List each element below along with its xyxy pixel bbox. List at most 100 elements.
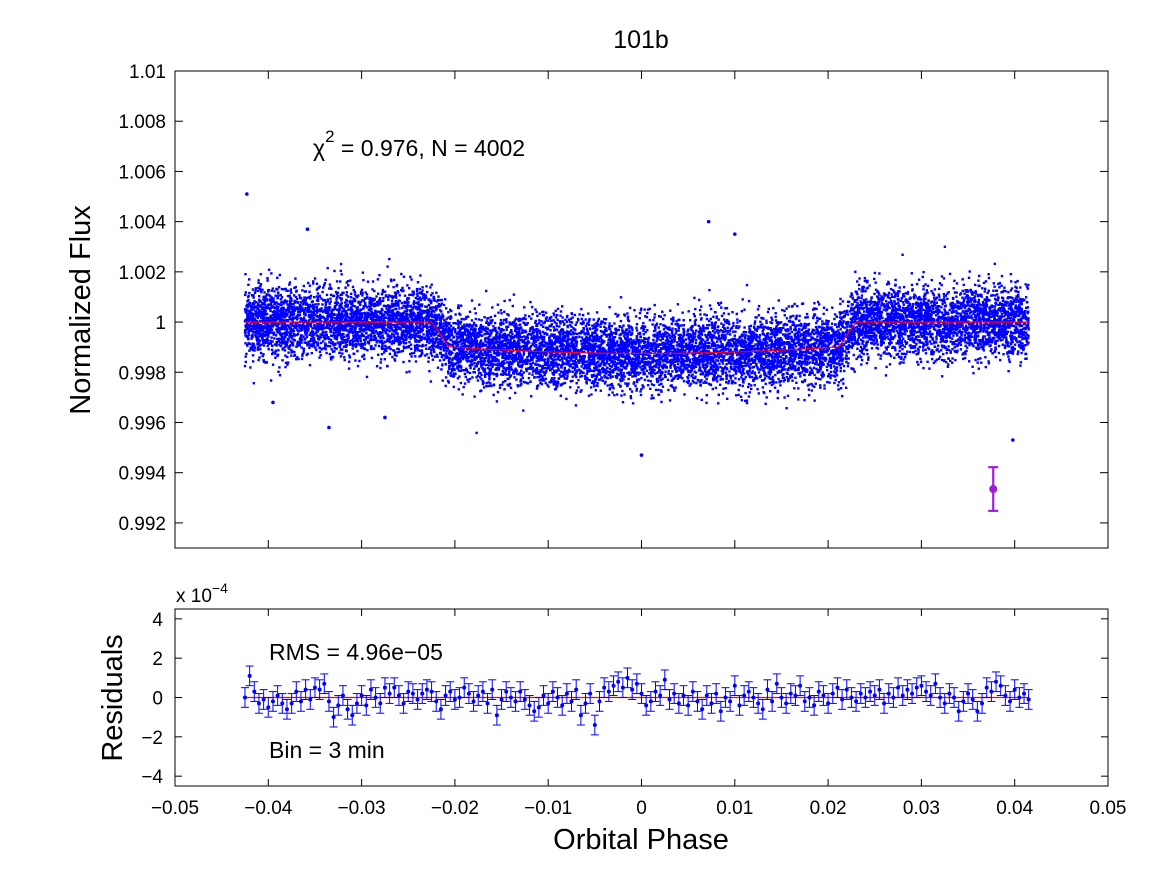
flux-point bbox=[838, 346, 841, 349]
flux-point bbox=[335, 298, 338, 301]
flux-point bbox=[454, 331, 457, 334]
flux-point bbox=[745, 401, 749, 405]
flux-point bbox=[388, 327, 391, 330]
flux-point bbox=[308, 333, 311, 336]
flux-point bbox=[408, 332, 411, 335]
flux-point bbox=[700, 305, 703, 308]
flux-point bbox=[654, 363, 658, 366]
flux-point bbox=[549, 380, 553, 383]
flux-point bbox=[520, 348, 523, 352]
flux-point bbox=[974, 317, 978, 321]
flux-point bbox=[677, 333, 680, 337]
flux-point bbox=[420, 349, 424, 352]
flux-point bbox=[352, 337, 355, 340]
flux-point bbox=[747, 356, 750, 359]
flux-point bbox=[319, 354, 322, 357]
flux-point bbox=[757, 355, 760, 358]
flux-point bbox=[641, 359, 644, 362]
flux-point bbox=[416, 308, 419, 311]
flux-point bbox=[591, 358, 594, 361]
flux-point bbox=[302, 351, 305, 354]
flux-point bbox=[873, 277, 876, 281]
flux-point bbox=[518, 319, 521, 323]
flux-point bbox=[614, 348, 617, 351]
flux-point bbox=[739, 371, 743, 374]
flux-point bbox=[662, 347, 665, 350]
flux-point bbox=[457, 369, 461, 372]
flux-point bbox=[652, 396, 655, 400]
flux-point bbox=[945, 351, 948, 355]
flux-point bbox=[925, 332, 928, 335]
flux-point bbox=[324, 348, 327, 351]
flux-point bbox=[709, 317, 712, 321]
flux-point bbox=[618, 355, 621, 358]
flux-point bbox=[767, 344, 770, 347]
flux-point bbox=[606, 366, 609, 369]
flux-point bbox=[278, 327, 281, 330]
flux-point bbox=[382, 304, 386, 307]
flux-point bbox=[475, 339, 479, 343]
flux-point bbox=[715, 359, 718, 362]
flux-point bbox=[698, 308, 702, 312]
flux-point bbox=[722, 349, 725, 352]
flux-point bbox=[986, 291, 989, 295]
flux-point bbox=[872, 340, 876, 343]
flux-point bbox=[608, 357, 612, 360]
flux-point bbox=[292, 313, 295, 316]
flux-point bbox=[1023, 336, 1026, 340]
flux-point bbox=[411, 327, 415, 331]
flux-point bbox=[390, 279, 393, 283]
flux-point bbox=[255, 335, 258, 339]
flux-point bbox=[462, 385, 465, 389]
flux-point bbox=[563, 368, 566, 372]
flux-point bbox=[591, 340, 595, 343]
flux-point bbox=[330, 348, 333, 351]
flux-point bbox=[960, 304, 963, 307]
flux-point bbox=[852, 353, 855, 357]
flux-point bbox=[359, 292, 363, 295]
flux-point bbox=[873, 318, 876, 321]
flux-point bbox=[796, 362, 799, 365]
flux-point bbox=[666, 358, 669, 361]
flux-point bbox=[965, 312, 969, 315]
flux-point bbox=[903, 355, 907, 359]
flux-point bbox=[298, 294, 301, 297]
flux-point bbox=[945, 336, 948, 339]
flux-point bbox=[727, 379, 731, 383]
flux-point bbox=[542, 314, 545, 317]
flux-point bbox=[618, 349, 621, 352]
flux-point bbox=[818, 317, 821, 320]
flux-point bbox=[404, 342, 408, 345]
flux-point bbox=[847, 340, 850, 344]
flux-point bbox=[330, 287, 333, 290]
flux-point bbox=[261, 339, 264, 342]
flux-point bbox=[597, 371, 601, 374]
flux-point bbox=[257, 302, 260, 305]
flux-point bbox=[775, 321, 779, 324]
flux-point bbox=[910, 308, 913, 311]
flux-point bbox=[841, 300, 845, 303]
flux-point bbox=[858, 349, 862, 353]
flux-point bbox=[445, 307, 448, 310]
flux-point bbox=[344, 345, 348, 348]
flux-point bbox=[846, 322, 850, 326]
flux-point bbox=[660, 373, 663, 377]
flux-point bbox=[455, 344, 458, 347]
flux-point bbox=[703, 363, 706, 367]
flux-point bbox=[363, 343, 367, 346]
flux-point bbox=[841, 354, 844, 357]
flux-point bbox=[886, 314, 889, 317]
flux-point bbox=[822, 322, 826, 325]
flux-point bbox=[295, 326, 298, 330]
flux-point bbox=[415, 287, 419, 291]
flux-point bbox=[752, 345, 756, 348]
flux-point bbox=[277, 302, 280, 305]
flux-point bbox=[342, 335, 346, 339]
flux-point bbox=[457, 326, 460, 330]
flux-point bbox=[407, 336, 411, 339]
flux-point bbox=[416, 281, 420, 284]
flux-point bbox=[619, 340, 622, 344]
flux-point bbox=[273, 312, 276, 315]
flux-point bbox=[633, 372, 636, 376]
flux-point bbox=[527, 359, 531, 362]
